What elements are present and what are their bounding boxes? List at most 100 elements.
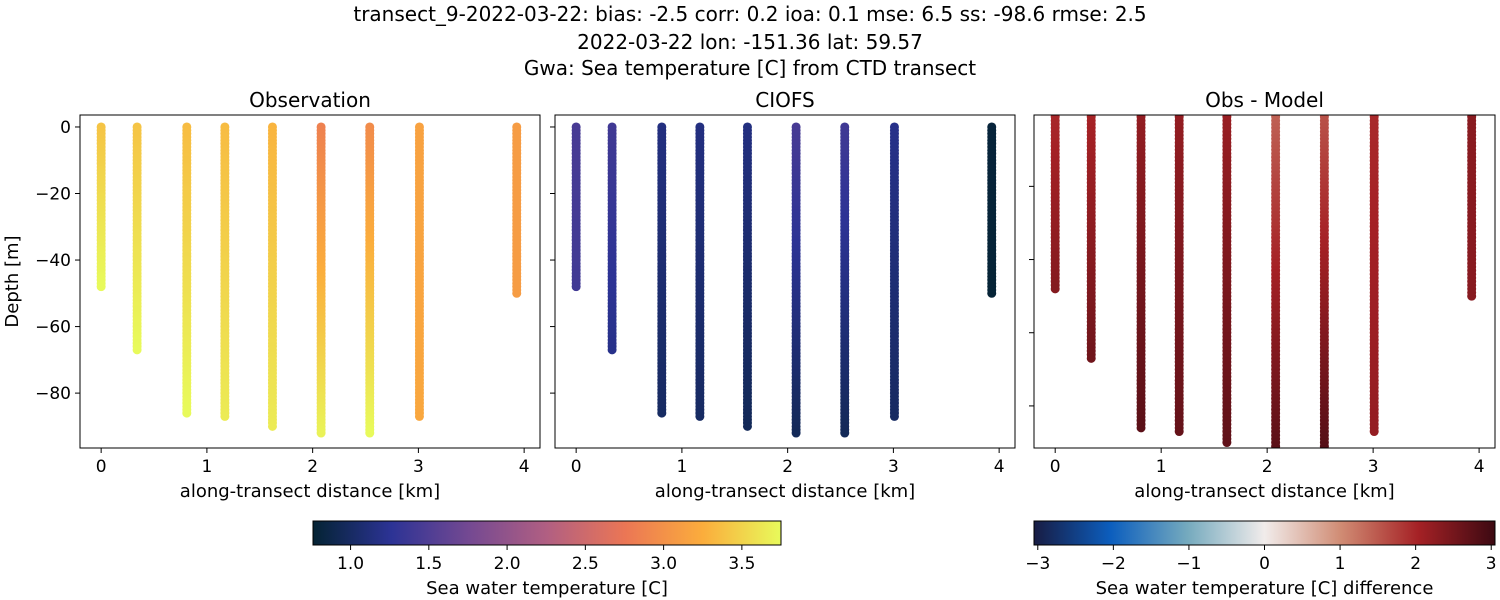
cast-4 <box>742 122 752 431</box>
y-tick-label: −20 <box>35 185 71 205</box>
data-point <box>1320 445 1329 448</box>
data-point <box>1369 427 1379 437</box>
data-point <box>267 421 277 431</box>
data-point <box>182 408 192 418</box>
cast-3 <box>220 122 230 421</box>
data-point <box>132 345 142 355</box>
cast-6 <box>840 122 850 438</box>
cast-2 <box>1136 115 1146 433</box>
x-axis-label: along-transect distance [km] <box>655 481 915 502</box>
cast-6 <box>365 122 375 438</box>
data-point <box>365 428 375 438</box>
x-tick-label: 4 <box>1474 457 1485 477</box>
cast-5 <box>791 122 801 438</box>
y-tick-label: 0 <box>60 118 71 138</box>
data-point <box>512 288 522 298</box>
title-location: 2022-03-22 lon: -151.36 lat: 59.57 <box>577 30 923 54</box>
y-tick-label: −80 <box>35 384 71 404</box>
colorbar-tick-label: 3.0 <box>650 554 677 574</box>
x-tick-label: 2 <box>1262 457 1273 477</box>
colorbar-bar <box>312 520 782 546</box>
y-tick-label: −40 <box>35 251 71 271</box>
data-point <box>742 421 752 431</box>
data-point <box>414 411 424 421</box>
colorbar-tick-label: 2 <box>1410 554 1421 574</box>
cast-8 <box>1467 115 1477 301</box>
data-point <box>987 288 997 298</box>
panel-diff: Obs - Model 0 1 2 3 4 along-transect distance … <box>1029 88 1496 502</box>
colorbar-tick-label: 3 <box>1486 554 1497 574</box>
cast-5 <box>1271 115 1281 448</box>
colorbar-tick-label: 1.5 <box>415 554 442 574</box>
colorbar-tick-label: 0 <box>1259 554 1270 574</box>
data-point <box>1050 284 1060 294</box>
cast-1 <box>1086 115 1096 363</box>
x-axis-label: along-transect distance [km] <box>1134 481 1394 502</box>
colorbar-tick-label: 2.5 <box>572 554 599 574</box>
x-tick-label: 0 <box>1050 457 1061 477</box>
data-point <box>695 411 705 421</box>
cast-8 <box>512 122 522 298</box>
cast-1 <box>132 122 142 355</box>
axes-frame <box>79 114 541 449</box>
x-tick-label: 0 <box>571 457 582 477</box>
colorbar-1: −3 −2 −1 0 1 2 3 Sea water temperature [C] diff… <box>1025 520 1497 599</box>
x-tick-label: 2 <box>307 457 318 477</box>
colorbar-label: Sea water temperature [C] difference <box>1096 578 1434 599</box>
cast-0 <box>1050 115 1060 294</box>
scatter-points <box>96 122 522 438</box>
x-tick-label: 4 <box>994 457 1005 477</box>
data-point <box>840 428 850 438</box>
data-point <box>657 408 667 418</box>
x-tick-label: 3 <box>888 457 899 477</box>
colorbar-label: Sea water temperature [C] <box>426 578 668 599</box>
colorbar-tick-label: −1 <box>1176 554 1201 574</box>
title-metrics: transect_9-2022-03-22: bias: -2.5 corr: … <box>353 2 1147 26</box>
data-point <box>607 345 617 355</box>
colorbar-bar <box>1033 520 1496 546</box>
data-point <box>889 411 899 421</box>
colorbar-tick-label: 2.0 <box>494 554 521 574</box>
cast-0 <box>96 122 106 292</box>
scatter-points <box>571 122 997 438</box>
colorbar-tick-label: 3.5 <box>728 554 755 574</box>
axes-frame <box>1033 114 1496 449</box>
data-point <box>1271 445 1280 448</box>
x-tick-label: 0 <box>96 457 107 477</box>
x-tick-label: 2 <box>782 457 793 477</box>
data-point <box>1222 438 1232 448</box>
cast-1 <box>607 122 617 355</box>
data-point <box>316 428 326 438</box>
cast-3 <box>1174 115 1184 437</box>
cast-3 <box>695 122 705 421</box>
title-variable: Gwa: Sea temperature [C] from CTD transe… <box>523 56 977 80</box>
x-axis-label: along-transect distance [km] <box>180 481 440 502</box>
x-tick-label: 3 <box>1368 457 1379 477</box>
colorbar-tick-label: −2 <box>1101 554 1126 574</box>
panel-model: CIOFS 0 1 2 3 4 along-transect distance [km] <box>550 88 1016 502</box>
y-tick-label: −60 <box>35 318 71 338</box>
cast-7 <box>414 122 424 421</box>
scatter-points <box>1050 115 1477 448</box>
colorbar-tick-label: 1 <box>1335 554 1346 574</box>
cast-2 <box>182 122 192 418</box>
x-tick-label: 1 <box>201 457 212 477</box>
panel-title: Obs - Model <box>1205 88 1324 112</box>
x-tick-label: 1 <box>676 457 687 477</box>
colorbar-tick-label: 1.0 <box>337 554 364 574</box>
colorbar-0: 1.0 1.5 2.0 2.5 3.0 3.5 Sea water temperature … <box>312 520 782 599</box>
cast-8 <box>987 122 997 298</box>
data-point <box>571 282 581 292</box>
panel-title: CIOFS <box>755 88 814 112</box>
data-point <box>1467 291 1477 301</box>
panel-obs: Observation 0 1 2 3 4 along-transect distance … <box>2 88 541 502</box>
x-tick-label: 4 <box>519 457 530 477</box>
data-point <box>1086 353 1096 363</box>
data-point <box>220 411 230 421</box>
cast-5 <box>316 122 326 438</box>
cast-4 <box>1222 115 1232 448</box>
x-tick-label: 3 <box>413 457 424 477</box>
cast-4 <box>267 122 277 431</box>
